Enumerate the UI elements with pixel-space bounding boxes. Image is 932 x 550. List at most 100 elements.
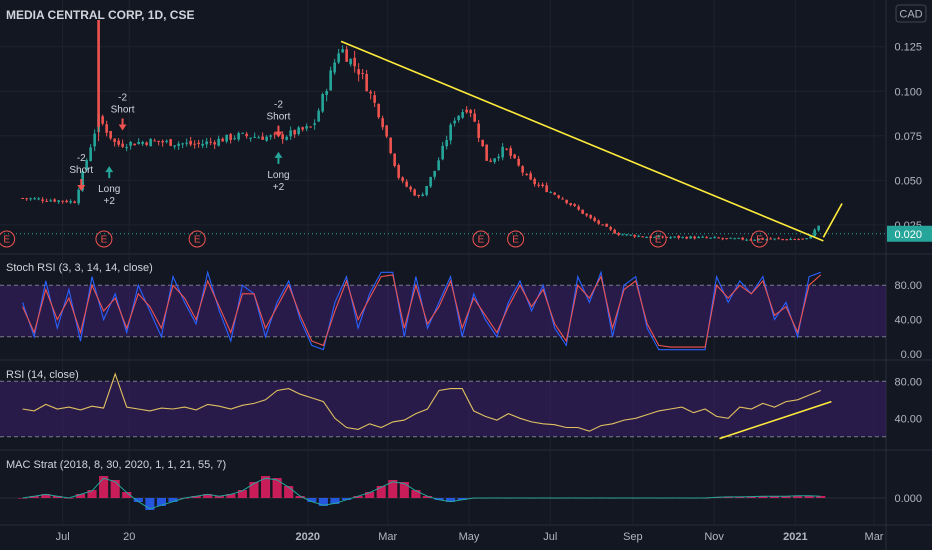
x-tick-label: May	[459, 531, 480, 543]
mac-bar	[249, 482, 259, 498]
candle-body	[545, 185, 548, 192]
candle	[485, 144, 488, 161]
candle	[117, 138, 120, 147]
mac-bar	[226, 494, 236, 498]
candle	[397, 163, 400, 180]
candle-body	[549, 192, 552, 194]
earnings-marker[interactable]: E	[95, 230, 113, 248]
long-signal[interactable]: Long+2	[98, 166, 120, 207]
candle	[149, 138, 152, 147]
candle	[221, 137, 224, 142]
candle	[717, 236, 720, 239]
candle	[101, 114, 104, 126]
candle-body	[533, 178, 536, 185]
osc-series-line	[22, 372, 821, 432]
candle-body	[805, 238, 808, 240]
candle	[541, 182, 544, 188]
price-trendline[interactable]	[340, 40, 824, 242]
candle	[317, 108, 320, 123]
candle	[33, 197, 36, 200]
earnings-marker[interactable]: E	[750, 230, 768, 248]
candle	[689, 235, 692, 239]
candle	[789, 237, 792, 241]
candle-body	[305, 126, 308, 129]
candle	[765, 238, 768, 241]
candle	[713, 235, 716, 239]
price-trendline[interactable]	[822, 203, 843, 238]
candle-body	[809, 236, 812, 239]
candle-body	[513, 154, 516, 159]
candle-body	[573, 204, 576, 206]
x-axis[interactable]: Jul 20 2020 Mar May Jul Sep Nov 2021 Mar	[56, 531, 884, 543]
candle-body	[265, 136, 268, 141]
candle	[441, 141, 444, 161]
candle-body	[37, 198, 40, 200]
candle-body	[161, 140, 164, 143]
earnings-marker[interactable]: E	[188, 230, 206, 248]
rsi-pane[interactable]: RSI (14, close)	[0, 369, 886, 440]
candle	[797, 238, 800, 241]
candle	[245, 131, 248, 139]
candle	[321, 92, 324, 113]
candle-body	[337, 53, 340, 63]
candle-body	[593, 217, 596, 222]
candle	[769, 237, 772, 240]
candle-body	[673, 236, 676, 238]
y-axis[interactable]: 0.1250.1000.0750.0500.0250.02080.0040.00…	[887, 42, 932, 505]
candle	[701, 235, 704, 238]
mac-strat-pane[interactable]: MAC Strat (2018, 8, 30, 2020, 1, 1, 21, …	[0, 459, 886, 510]
candle-body	[205, 141, 208, 145]
candle	[157, 140, 160, 146]
candle	[261, 132, 264, 140]
candle	[281, 131, 284, 144]
candle	[129, 140, 132, 150]
candle	[429, 176, 432, 189]
stoch-rsi-pane[interactable]: Stoch RSI (3, 3, 14, 14, close)	[0, 262, 886, 351]
candle	[309, 126, 312, 128]
earnings-marker[interactable]: E	[472, 230, 490, 248]
spike-candle	[97, 20, 100, 127]
mac-bar	[41, 494, 51, 498]
rsi-trendline[interactable]	[719, 400, 832, 440]
mac-bar	[457, 498, 467, 500]
candle	[501, 143, 504, 161]
candle-body	[181, 143, 184, 145]
mac-bar	[341, 498, 352, 500]
candle	[705, 235, 708, 239]
candle	[597, 219, 600, 225]
earnings-marker[interactable]: E	[507, 230, 525, 248]
earnings-label: E	[194, 235, 201, 246]
candle-body	[637, 235, 640, 237]
candle-body	[461, 112, 464, 118]
candle-body	[477, 123, 480, 138]
candle-body	[653, 236, 656, 238]
candle-body	[681, 236, 684, 238]
candle-body	[581, 209, 584, 214]
long-signal[interactable]: Long+2	[267, 151, 290, 193]
candle	[725, 238, 728, 240]
mac-bar	[804, 495, 814, 498]
x-tick-label: 2021	[783, 531, 807, 543]
candle	[293, 129, 296, 138]
candle-body	[509, 148, 512, 156]
candle-body	[553, 192, 556, 195]
candle	[269, 134, 272, 140]
candle	[653, 236, 656, 238]
mac-bar	[156, 498, 167, 506]
candle-body	[261, 136, 264, 140]
price-pane[interactable]: MEDIA CENTRAL CORP, 1D, CSE -2ShortLong+…	[0, 8, 886, 248]
earnings-marker[interactable]: E	[649, 230, 667, 248]
candle-body	[501, 146, 504, 158]
stoch-rsi-title: Stoch RSI (3, 3, 14, 14, close)	[6, 262, 153, 274]
candle	[377, 103, 380, 120]
x-tick-label: 2020	[296, 531, 320, 543]
earnings-label: E	[512, 235, 519, 246]
candle-body	[465, 109, 468, 113]
currency-badge[interactable]: CAD	[895, 4, 927, 23]
earnings-marker[interactable]: E	[0, 230, 16, 248]
candle	[445, 135, 448, 150]
